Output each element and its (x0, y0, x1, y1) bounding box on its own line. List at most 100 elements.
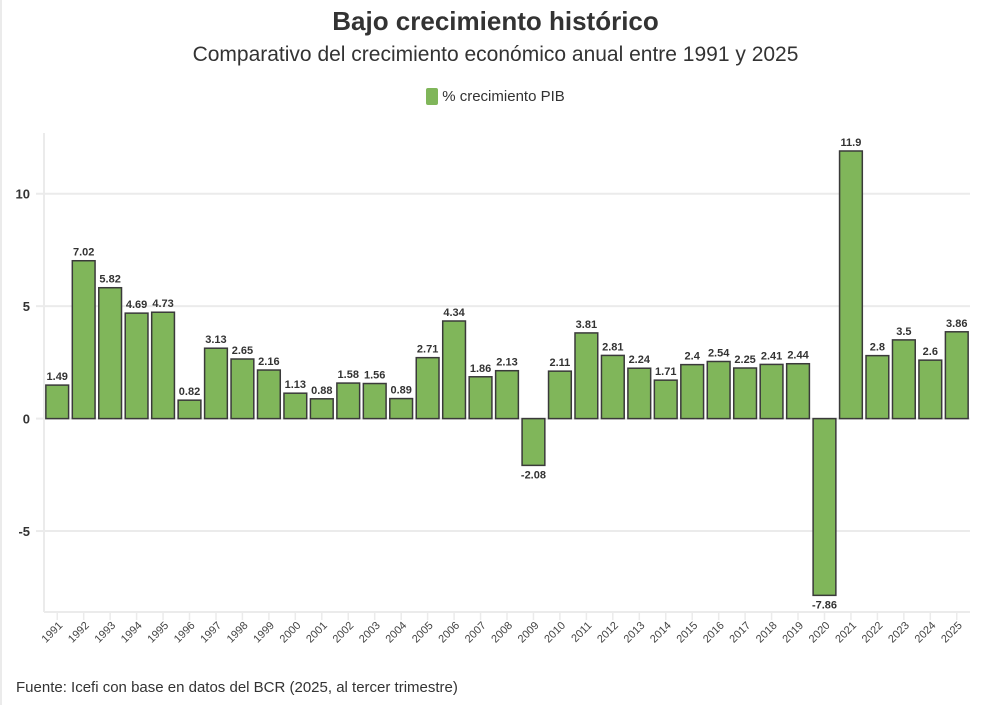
x-tick-label-1999: 1999 (251, 620, 277, 646)
data-label-2020: -7.86 (812, 599, 837, 611)
x-tick-label-2001: 2001 (304, 620, 330, 646)
source-note: Fuente: Icefi con base en datos del BCR … (16, 679, 458, 696)
bar-2025 (944, 331, 969, 420)
bar-1993 (98, 286, 123, 420)
x-tick-label-2013: 2013 (622, 620, 648, 646)
bar-1994 (124, 312, 149, 420)
data-label-2011: 3.81 (576, 319, 597, 331)
bar-2011 (574, 332, 599, 420)
y-tick-label: 5 (23, 299, 30, 314)
data-label-1999: 2.16 (258, 356, 279, 368)
bar-2024 (918, 359, 943, 420)
bar-2019 (785, 362, 811, 420)
x-tick-label-2012: 2012 (595, 620, 621, 646)
bar-2017 (732, 367, 758, 420)
data-label-2005: 2.71 (417, 344, 438, 356)
bar-2018 (759, 363, 784, 420)
data-label-2017: 2.25 (734, 354, 755, 366)
bar-2007 (468, 376, 493, 420)
data-label-2012: 2.81 (602, 341, 623, 353)
data-label-1991: 1.49 (47, 371, 68, 383)
bar-1995 (150, 311, 176, 420)
data-label-2001: 0.88 (311, 385, 332, 397)
data-label-2019: 2.44 (787, 350, 809, 362)
bar-2003 (362, 382, 387, 420)
bar-2015 (680, 363, 705, 420)
x-tick-label-2015: 2015 (675, 620, 701, 646)
data-label-2021: 11.9 (841, 137, 862, 149)
bar-2014 (653, 379, 678, 420)
x-tick-label-1997: 1997 (198, 620, 224, 646)
x-tick-label-2005: 2005 (410, 620, 436, 646)
data-label-2002: 1.58 (338, 369, 359, 381)
x-tick-label-1995: 1995 (145, 620, 171, 646)
chart-subtitle: Comparativo del crecimiento económico an… (192, 43, 799, 66)
data-label-1996: 0.82 (179, 386, 200, 398)
x-tick-label-2008: 2008 (489, 620, 515, 646)
data-label-2000: 1.13 (285, 379, 306, 391)
legend-label: % crecimiento PIB (442, 88, 565, 105)
data-label-1997: 3.13 (205, 334, 226, 346)
y-tick-label: 0 (23, 412, 30, 427)
data-label-1995: 4.73 (152, 298, 173, 310)
data-label-1993: 5.82 (99, 274, 120, 286)
x-tick-label-2011: 2011 (569, 620, 594, 645)
bar-2021 (838, 150, 864, 420)
bar-2012 (600, 354, 625, 420)
bar-2022 (865, 354, 890, 420)
bar-2010 (547, 370, 573, 420)
x-tick-label-2021: 2021 (833, 620, 859, 646)
frame-border (0, 0, 2, 705)
data-label-2013: 2.24 (629, 354, 651, 366)
x-tick-label-2002: 2002 (331, 620, 357, 646)
y-tick-label: 10 (16, 187, 30, 202)
data-label-2004: 0.89 (390, 385, 411, 397)
x-tick-label-2018: 2018 (754, 620, 780, 646)
x-tick-label-2003: 2003 (357, 620, 383, 646)
data-label-2010: 2.11 (550, 357, 571, 369)
data-label-2003: 1.56 (364, 370, 385, 382)
x-tick-label-2020: 2020 (807, 620, 833, 646)
x-tick-label-2022: 2022 (860, 620, 886, 646)
data-label-2007: 1.86 (470, 363, 491, 375)
x-tick-label-2009: 2009 (516, 620, 542, 646)
bar-2023 (891, 339, 916, 420)
bar-2013 (627, 367, 652, 420)
data-label-2006: 4.34 (443, 307, 465, 319)
x-tick-label-1996: 1996 (172, 620, 198, 646)
data-label-1992: 7.02 (73, 247, 94, 259)
bar-2002 (336, 382, 361, 420)
x-tick-label-2024: 2024 (913, 620, 939, 646)
x-tick-label-1998: 1998 (225, 620, 251, 646)
bar-2006 (441, 320, 467, 420)
x-tick-label-2017: 2017 (727, 620, 753, 646)
data-label-2015: 2.4 (685, 351, 701, 363)
bar-2008 (494, 369, 520, 420)
data-label-2008: 2.13 (496, 357, 517, 369)
bar-1992 (71, 259, 96, 420)
x-tick-label-2010: 2010 (542, 620, 568, 646)
data-label-2025: 3.86 (946, 318, 967, 330)
x-tick-label-2019: 2019 (780, 620, 806, 646)
bar-1999 (256, 369, 282, 420)
legend[interactable]: % crecimiento PIB (0, 88, 991, 105)
x-tick-label-1992: 1992 (66, 620, 92, 646)
y-tick-label: -5 (18, 524, 30, 539)
bar-2005 (415, 356, 440, 420)
x-tick-label-2025: 2025 (939, 620, 965, 646)
bar-2000 (283, 392, 308, 420)
bar-2004 (389, 397, 414, 420)
x-tick-label-2004: 2004 (383, 620, 409, 646)
x-tick-label-2014: 2014 (648, 620, 674, 646)
x-tick-label-2007: 2007 (463, 620, 489, 646)
legend-swatch (426, 88, 439, 105)
x-tick-label-1993: 1993 (92, 620, 118, 646)
data-label-2024: 2.6 (923, 346, 938, 358)
bar-2020 (812, 417, 837, 597)
x-tick-label-2023: 2023 (886, 620, 912, 646)
bar-2016 (706, 360, 731, 420)
data-label-2016: 2.54 (708, 347, 730, 359)
data-label-2023: 3.5 (896, 326, 911, 338)
bar-1997 (203, 347, 229, 420)
